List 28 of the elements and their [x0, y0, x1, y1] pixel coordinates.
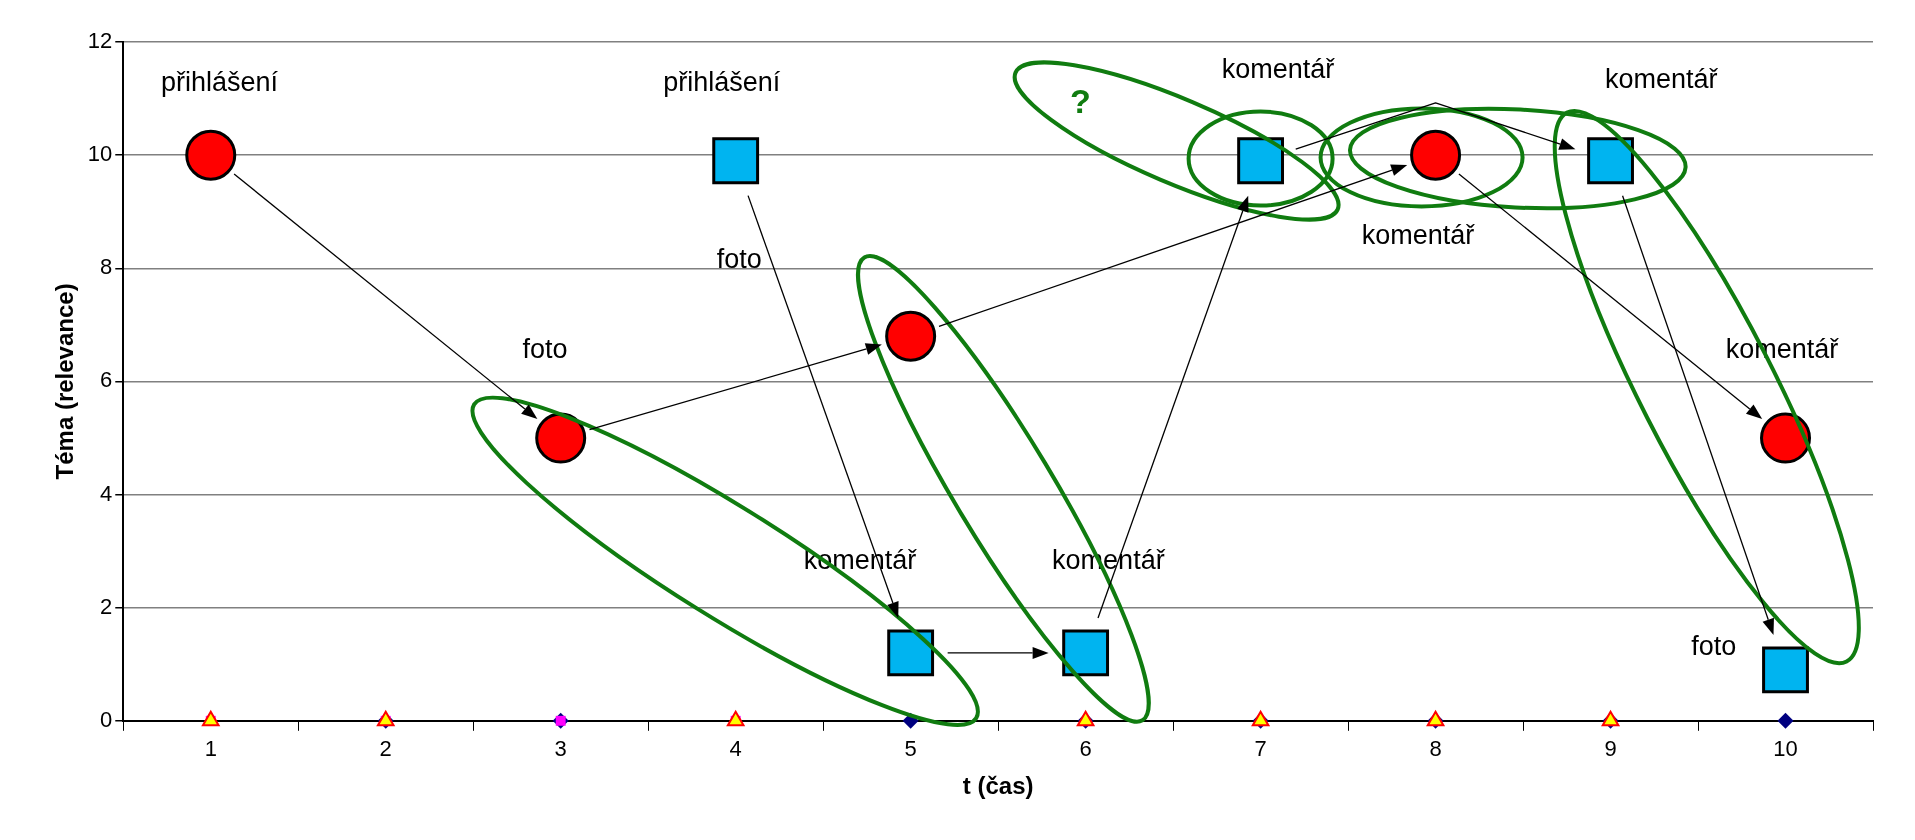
annotation: přihlášení: [663, 66, 781, 97]
x-tick-label: 9: [1604, 736, 1617, 762]
x-tick-label: 4: [729, 736, 742, 762]
x-tick-label: 5: [904, 736, 917, 762]
y-tick-label: 12: [87, 28, 113, 54]
annotation: ?: [1069, 82, 1091, 121]
x-tick-label: 8: [1429, 736, 1442, 762]
annotation: foto: [1691, 630, 1737, 661]
y-tick-label: 10: [87, 141, 113, 167]
x-tick-label: 10: [1773, 736, 1798, 762]
annotation: foto: [716, 244, 762, 275]
x-tick-label: 7: [1254, 736, 1267, 762]
annotation: přihlášení: [160, 66, 279, 97]
annotation: komentář: [1361, 220, 1476, 251]
x-tick-label: 6: [1079, 736, 1092, 762]
y-axis-title: Téma (relevance): [51, 283, 79, 480]
annotation: komentář: [1221, 54, 1336, 85]
x-tick-label: 3: [554, 736, 567, 762]
x-axis-title: t (čas): [962, 772, 1034, 800]
x-tick-label: 1: [204, 736, 217, 762]
annotation: foto: [522, 334, 568, 365]
x-tick-label: 2: [379, 736, 392, 762]
annotation: komentář: [1605, 63, 1719, 94]
y-tick-label: 8: [100, 254, 113, 280]
y-tick-label: 0: [100, 706, 113, 732]
y-tick-label: 2: [100, 593, 113, 619]
y-tick-label: 6: [100, 367, 113, 393]
y-tick-label: 4: [100, 480, 113, 506]
